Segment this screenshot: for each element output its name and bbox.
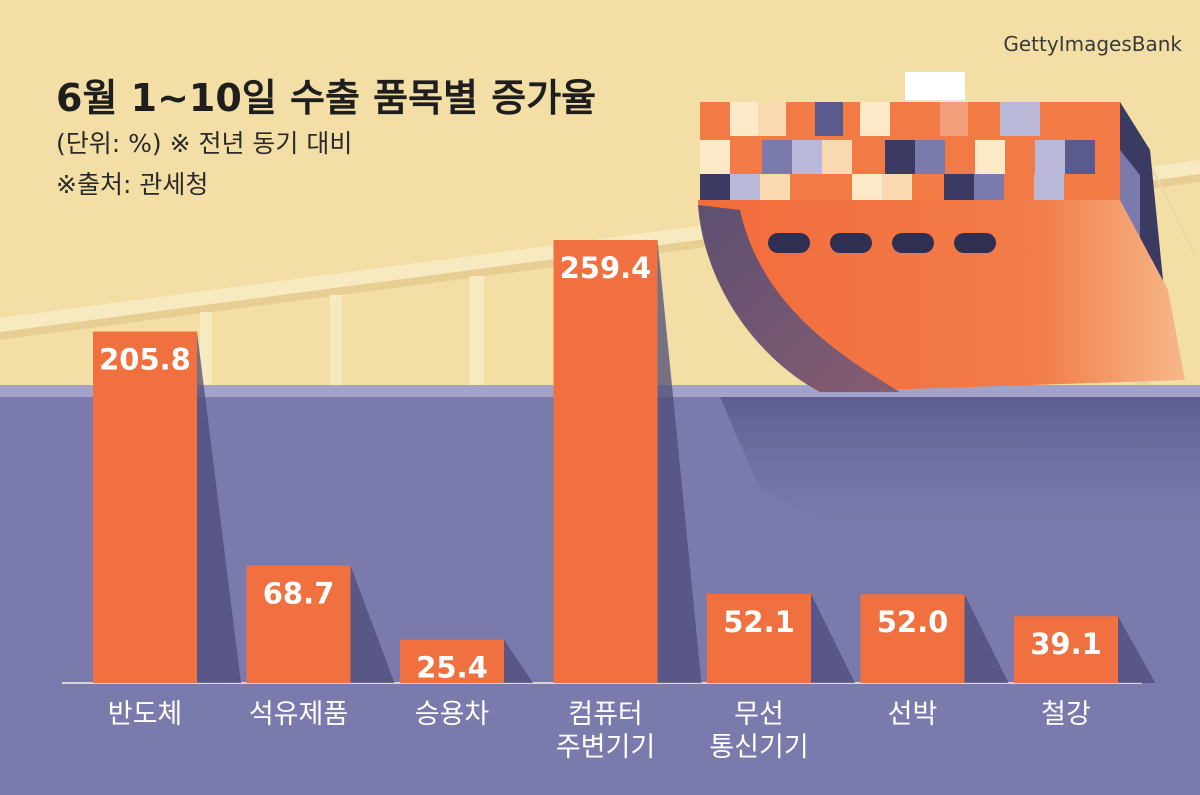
bar-group: 205.8 68.7 25.4 259.4 52.1 52.0 39.1 [93,240,1156,685]
chart-title: 6월 1~10일 수출 품목별 증가율 [56,76,596,120]
category-label: 선박 [888,699,938,730]
bar-value-label: 52.0 [877,605,949,639]
category-label: 철강 [1041,699,1091,730]
bar [553,240,658,683]
bar [93,331,197,683]
category-label: 석유제품 [249,699,348,730]
category-label: 주변기기 [556,732,655,763]
bar-value-label: 52.1 [723,605,795,639]
image-credit: GettyImagesBank [1003,32,1182,56]
bar-shadow [811,594,855,683]
category-label: 반도체 [108,699,183,730]
bar-shadow [657,240,702,683]
bar-value-label: 68.7 [263,577,335,611]
bar-shadow [1118,616,1156,683]
ship-reflection [720,397,1200,560]
bar [400,639,504,683]
bar [707,594,811,683]
category-label: 통신기기 [709,732,808,763]
category-label: 승용차 [415,699,490,730]
category-label: 컴퓨터 [568,699,643,730]
bar-value-label: 25.4 [416,651,488,685]
bar-shadow [350,565,395,683]
container-ship-illustration [698,72,1185,392]
bar-value-label: 39.1 [1030,627,1102,661]
bar [860,594,965,683]
bar [246,565,351,683]
chart-subtitle: (단위: %) ※ 전년 동기 대비 [56,129,352,158]
bar-shadow [964,594,1009,683]
category-label: 무선 [734,699,784,730]
bar [1014,616,1118,683]
bar-value-label: 205.8 [99,343,191,377]
chart-source: ※출처: 관세청 [56,170,208,199]
bar-value-label: 259.4 [560,251,652,285]
bar-shadow [504,639,534,683]
bar-shadow [197,331,241,683]
